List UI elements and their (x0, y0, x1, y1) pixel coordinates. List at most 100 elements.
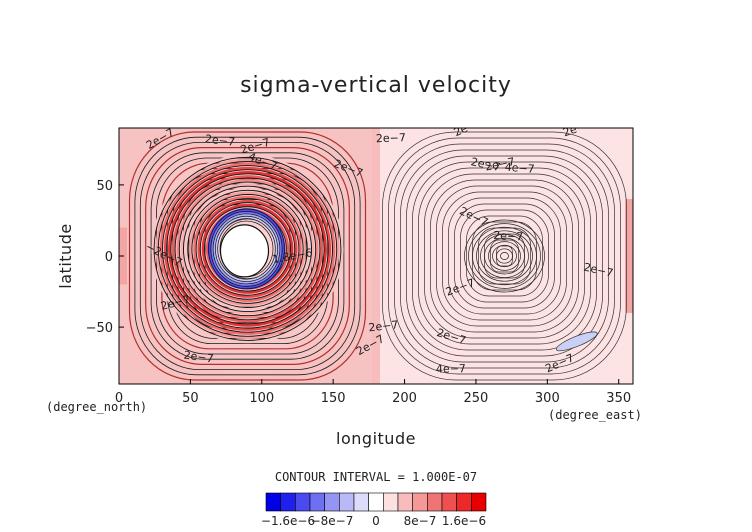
colorbar-label: −8e−7 (311, 514, 354, 528)
colorbar-swatch (324, 492, 340, 512)
contour-line (208, 208, 285, 290)
ring-band (172, 175, 323, 323)
contour-field: 2e−7 2e−7 2e−72e−72e−7 2e−72e−72e−72e−72e−7… (119, 115, 633, 384)
contour-line (187, 189, 308, 308)
contour-line (204, 206, 291, 292)
y-tick-label: 50 (96, 179, 113, 194)
contour-label: 2e−7 (183, 348, 215, 365)
chart-title: sigma-vertical velocity (240, 73, 512, 98)
contour-label: 4e−7 (504, 161, 535, 176)
x-tick-label: 0 (115, 391, 123, 406)
colorbar-swatch (353, 492, 369, 512)
colorbar-label: 0 (372, 514, 380, 528)
colorbar-swatch (383, 492, 399, 512)
center-contour (500, 252, 509, 260)
contour-line (134, 136, 361, 376)
center-contour (476, 230, 533, 282)
blue-patch (555, 331, 598, 352)
contour-interval: CONTOUR INTERVAL = 1.000E-07 (275, 470, 477, 484)
y-axis: 50 0 −50 (86, 179, 124, 336)
contour-line (490, 239, 519, 273)
center-contour (472, 226, 537, 286)
contour-line (436, 185, 573, 327)
center-contour (464, 219, 545, 293)
contour-line (212, 213, 281, 285)
contour-line (412, 161, 597, 351)
contour-line (217, 218, 276, 280)
contour-line (174, 177, 321, 321)
center-contour (468, 223, 541, 289)
ring-band (180, 183, 315, 315)
x-tick-label: 350 (606, 391, 631, 406)
colorbar-swatch (427, 492, 443, 512)
contour-line (394, 143, 615, 369)
contour-line (139, 141, 356, 370)
colorbar-label: 1.6e−6 (442, 514, 486, 528)
contour-line (166, 169, 329, 329)
x-tick-label: 200 (392, 391, 417, 406)
contour-line (478, 227, 531, 285)
ring-band (163, 166, 332, 331)
ring-band (168, 171, 327, 327)
ring-band (193, 195, 302, 303)
x-axis: 0 50 100 150 200 250 300 350 (115, 379, 631, 406)
x-tick-label: 150 (321, 391, 346, 406)
center-contour (496, 248, 513, 264)
colorbar-swatch (441, 492, 457, 512)
ring-band (155, 158, 340, 340)
ring-band (176, 179, 319, 319)
contour-line (442, 191, 567, 321)
contour-line (388, 137, 621, 375)
contour-line (157, 161, 338, 337)
center-contour (488, 241, 521, 271)
x-tick-label: 100 (249, 391, 274, 406)
colorbar-swatch (368, 492, 384, 512)
colorbar-swatch (295, 492, 311, 512)
contour-line (430, 179, 579, 333)
contour-line (150, 152, 345, 360)
contour-label: 2e−7 (470, 155, 502, 174)
ring-band (184, 187, 311, 311)
y-tick-label: −50 (86, 321, 113, 336)
colorbar-swatch (265, 492, 281, 512)
colorbar-swatch (471, 492, 487, 512)
contour-line (145, 147, 350, 366)
colorbar-swatch (339, 492, 355, 512)
contour-line (162, 165, 333, 333)
center-contour (484, 237, 525, 275)
contour-line (210, 211, 283, 287)
ring-band (197, 199, 298, 298)
contour-line (153, 156, 342, 341)
contour-label: 2e−7 (493, 229, 524, 244)
contour-label: 2e−7 (561, 117, 594, 139)
contour-line (195, 198, 300, 300)
contour-line (199, 202, 296, 296)
seam-band (372, 128, 380, 384)
colorbar-swatch (280, 492, 296, 512)
contour-label: 4e−7 (436, 362, 466, 376)
upwelling-hole (219, 224, 270, 278)
ring-band (151, 154, 344, 344)
ring-band (159, 162, 336, 335)
center-contour (492, 244, 517, 268)
colorbar-swatch (456, 492, 472, 512)
contour-label: 2e−7 (452, 115, 485, 139)
contour-line (418, 167, 591, 345)
colorbar-swatch (412, 492, 428, 512)
colorbar-label: −1.6e−6 (261, 514, 315, 528)
contour-line (183, 185, 312, 313)
colorbar: −1.6e−6−8e−7 0 8e−7 1.6e−6 (261, 492, 487, 528)
contour-line (128, 131, 367, 381)
x-tick-label: 300 (535, 391, 560, 406)
contour-line (191, 193, 304, 304)
colorbar-swatch (309, 492, 325, 512)
y-axis-label: latitude (56, 223, 75, 288)
colorbar-swatch (397, 492, 413, 512)
contour-line (215, 215, 278, 282)
y-tick-label: 0 (105, 250, 113, 265)
x-axis-label: longitude (336, 429, 416, 448)
contour-line (382, 131, 627, 381)
ring-band (201, 203, 294, 294)
contour-line (170, 173, 325, 325)
